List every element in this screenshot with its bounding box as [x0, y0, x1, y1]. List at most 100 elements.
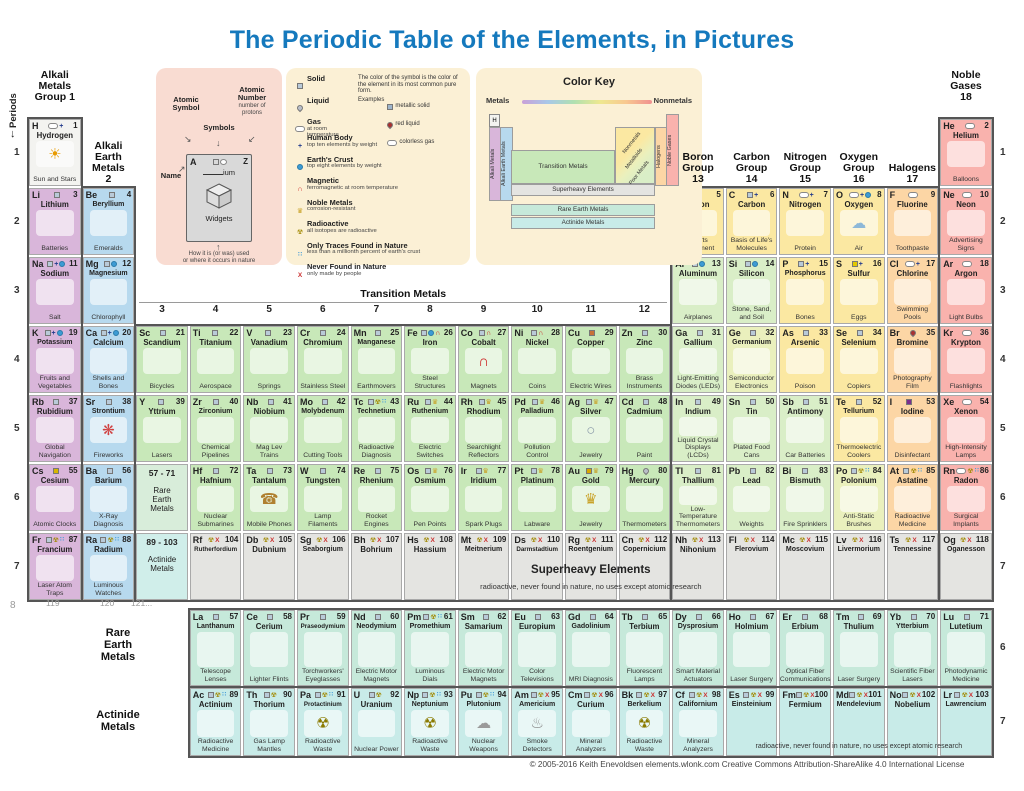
element-header: Hg 80 [622, 466, 668, 476]
element-cell-Bi: Bi 83 Bismuth Fire Sprinklers [779, 464, 831, 531]
element-symbol: Hg [621, 466, 634, 476]
actinide-side-label: Actinide Metals [96, 709, 140, 733]
element-header: Mc ☢ X 115 [782, 535, 828, 545]
legend-item: + Human Body top ten elements by weight [293, 134, 465, 153]
legend-item: ☢ Radioactive all isotopes are radioactive [293, 220, 465, 239]
period-number-right-4: 4 [1000, 353, 1006, 365]
element-header: Be 4 [86, 190, 132, 200]
element-use: Searchlight Reflectors [466, 444, 501, 459]
period-number-right-3: 3 [1000, 284, 1006, 296]
element-header: As 33 [782, 328, 828, 338]
legend-item-sub: at room temperature [307, 125, 339, 138]
element-symbol: Si [728, 259, 738, 269]
element-header: Eu 63 [514, 612, 560, 622]
element-picture [464, 632, 503, 667]
legend-item-sub: top ten elements by weight [307, 141, 378, 148]
solid-icon [320, 614, 327, 620]
element-number: 91 [336, 690, 346, 699]
element-number: 94 [497, 690, 507, 699]
element-header: Nd 60 [354, 612, 400, 622]
element-name: Nickel [525, 338, 549, 347]
element-header: Ba 56 [86, 466, 132, 476]
period-number-right-1: 1 [1000, 146, 1006, 158]
never-in-nature-icon: X [598, 691, 603, 699]
element-cell-At: At ☢ ∷ 85 Astatine Radioactive Medicine [886, 464, 939, 531]
element-symbol: Ga [675, 328, 688, 338]
gas-icon [956, 468, 967, 474]
element-header: Cr 24 [300, 328, 346, 338]
element-symbol: Zr [192, 397, 202, 407]
element-header: Ra ☢ ∷ 88 [86, 535, 132, 545]
element-picture: ☢ [304, 710, 342, 737]
element-name: Indium [685, 407, 711, 416]
element-header: Sb 51 [782, 397, 828, 407]
element-number: 95 [551, 690, 560, 699]
element-use: Sun and Stars [33, 175, 77, 183]
element-number: 104 [225, 535, 239, 544]
element-number: 55 [68, 466, 78, 475]
element-use: Optical Fiber Communications [779, 668, 831, 683]
never-in-nature-icon: X [323, 536, 328, 544]
radioactive-icon: ☢ [905, 536, 912, 544]
solid-icon [266, 468, 273, 474]
element-icons [145, 398, 176, 407]
element-use: Liquid Crystal Displays (LCDs) [677, 436, 719, 459]
element-cell-Bh: Bh ☢ X 107 Bohrium [350, 533, 403, 600]
element-picture [679, 279, 717, 305]
period-number-left-5: 5 [14, 422, 20, 434]
element-cell-U: U ☢ 92 Uranium Nuclear Power [350, 688, 403, 756]
element-cell-Ag: Ag ♛ 47 Silver ○ Jewelry [565, 395, 617, 462]
element-symbol: Po [836, 466, 848, 476]
element-use: Copiers [847, 382, 871, 390]
element-picture [679, 486, 717, 505]
group-header-2: Alkali Earth Metals 2 [92, 140, 125, 185]
element-name: Barium [94, 476, 122, 485]
element-header: Ru ♛ 44 [407, 397, 453, 407]
element-cell-Eu: Eu 63 Europium Color Televisions [511, 610, 563, 686]
solid-icon [850, 468, 857, 474]
element-picture: ☢ [411, 710, 449, 737]
element-cell-Ge: Ge 32 Germanium Semiconductor Electronics [725, 326, 778, 393]
element-name: Strontium [91, 408, 125, 415]
atomic-number-label: Atomic Number [237, 85, 267, 102]
element-cell-Cf: Cf ☢ X 98 Californium Mineral Analyzers [672, 688, 724, 756]
gas-icon [798, 192, 809, 198]
element-icons: ☢ X [795, 536, 815, 545]
element-icons: ☢ X [471, 536, 493, 545]
earths-crust-icon [112, 330, 119, 336]
picture-glyph: ☎ [259, 490, 279, 508]
element-icons [258, 613, 283, 622]
element-symbol: Te [836, 397, 846, 407]
element-cell-Zr: Zr 40 Zirconium Chemical Pipelines [189, 395, 242, 462]
element-picture [893, 417, 932, 443]
liquid-icon [908, 328, 918, 338]
solid-icon [743, 692, 750, 698]
element-cell-Lu: Lu 71 Lutetium Photodynamic Medicine [940, 610, 992, 686]
solid-icon [696, 614, 703, 620]
element-use: Pollution Control [524, 444, 551, 459]
solid-icon [422, 692, 429, 698]
element-symbol: Ir [460, 466, 467, 476]
element-icons: ☢ ∷ [363, 398, 390, 407]
element-picture [572, 632, 610, 667]
element-symbol: Pb [728, 466, 741, 476]
legend-symbols-box: Solid Liquid Gas at room temperature The co… [286, 68, 470, 279]
element-cell-Be: Be 4 Beryllium Emeralds [82, 188, 135, 255]
element-use: Mobile Phones [246, 520, 292, 528]
element-number: 46 [551, 397, 560, 406]
element-symbol: Fe [407, 328, 418, 338]
element-symbol: Tl [675, 466, 684, 476]
element-header: Au ♛ 79 [568, 466, 614, 476]
element-use: X-Ray Diagnosis [93, 513, 124, 528]
element-cell-Os: Os ♛ 76 Osmium Pen Points [404, 464, 456, 531]
element-symbol: Pr [300, 612, 310, 622]
element-icons [365, 467, 390, 476]
solid-icon [424, 468, 431, 474]
element-icons: ☢ [257, 691, 283, 700]
element-icons [256, 467, 283, 476]
element-symbol: Db [246, 535, 259, 545]
superheavy-title: Superheavy Elements [531, 564, 651, 576]
earths-crust-icon [751, 261, 758, 267]
element-number: 29 [604, 328, 614, 337]
element-icons: + [899, 260, 927, 269]
